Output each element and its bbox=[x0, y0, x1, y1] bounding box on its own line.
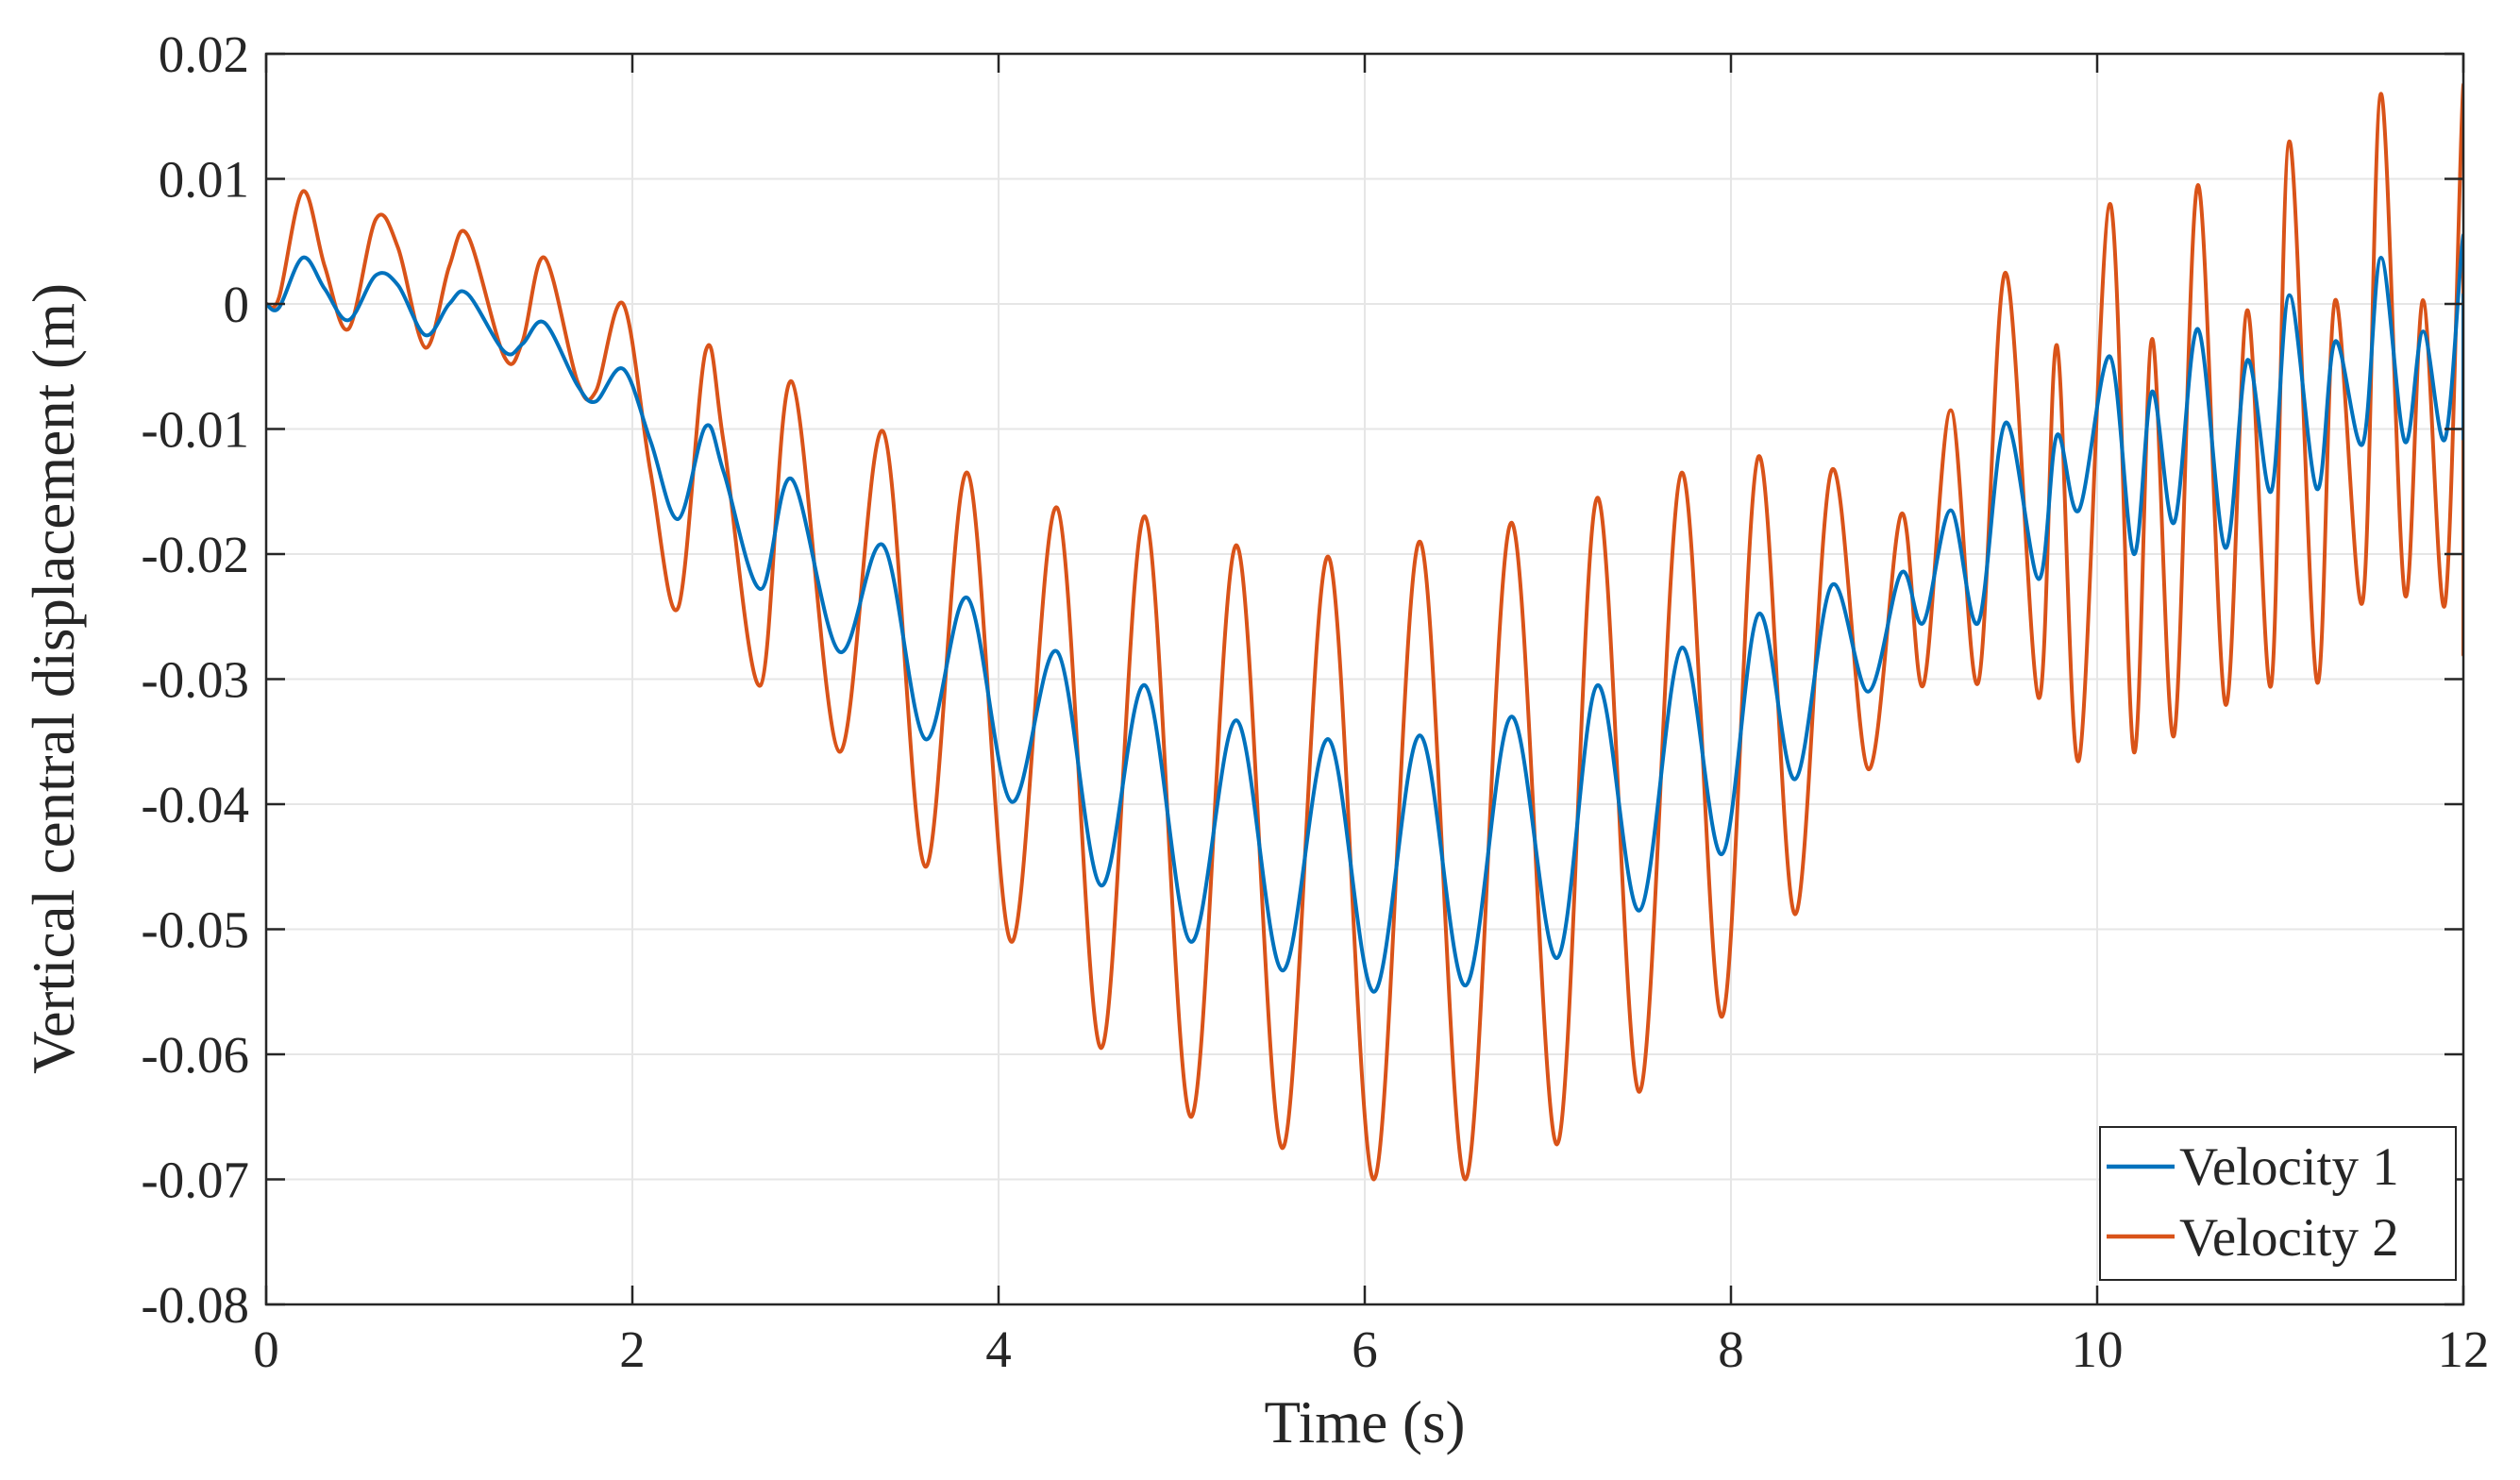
y-tick-label: 0 bbox=[224, 276, 250, 333]
series-layer bbox=[266, 82, 2463, 1182]
y-axis-label: Vertical central displacement (m) bbox=[21, 283, 87, 1074]
legend: Velocity 1 Velocity 2 bbox=[2099, 1126, 2457, 1281]
series-line-velocity-1 bbox=[266, 233, 2463, 994]
legend-label-velocity-2: Velocity 2 bbox=[2179, 1208, 2399, 1268]
x-tick-label: 8 bbox=[1718, 1320, 1744, 1378]
series-line-velocity-2 bbox=[266, 82, 2463, 1182]
y-tick-label: -0.01 bbox=[141, 401, 249, 459]
axes-box bbox=[264, 52, 2465, 1306]
y-tick-label: -0.07 bbox=[141, 1152, 249, 1209]
y-tick-label: -0.03 bbox=[141, 651, 249, 709]
legend-label-velocity-1: Velocity 1 bbox=[2179, 1137, 2399, 1197]
legend-box bbox=[2099, 1126, 2457, 1281]
y-tick-label: -0.06 bbox=[141, 1026, 249, 1084]
tick-labels: 0 2 4 6 8 10 12 0.02 0.01 0 -0.01 -0.02 -0.03 -0.04 -0… bbox=[141, 25, 2489, 1378]
x-axis-label: Time (s) bbox=[1265, 1389, 1466, 1455]
x-tick-label: 6 bbox=[1352, 1320, 1378, 1378]
y-tick-label: 0.01 bbox=[159, 151, 249, 209]
x-tick-label: 2 bbox=[619, 1320, 646, 1378]
x-tick-label: 10 bbox=[2072, 1320, 2124, 1378]
x-tick-label: 4 bbox=[985, 1320, 1012, 1378]
y-tick-label: -0.02 bbox=[141, 526, 249, 583]
y-tick-label: -0.04 bbox=[141, 776, 249, 833]
y-tick-label: -0.08 bbox=[141, 1276, 249, 1334]
x-tick-label: 12 bbox=[2438, 1320, 2490, 1378]
x-tick-label: 0 bbox=[253, 1320, 279, 1378]
y-tick-label: -0.05 bbox=[141, 901, 249, 959]
y-tick-label: 0.02 bbox=[159, 25, 249, 83]
